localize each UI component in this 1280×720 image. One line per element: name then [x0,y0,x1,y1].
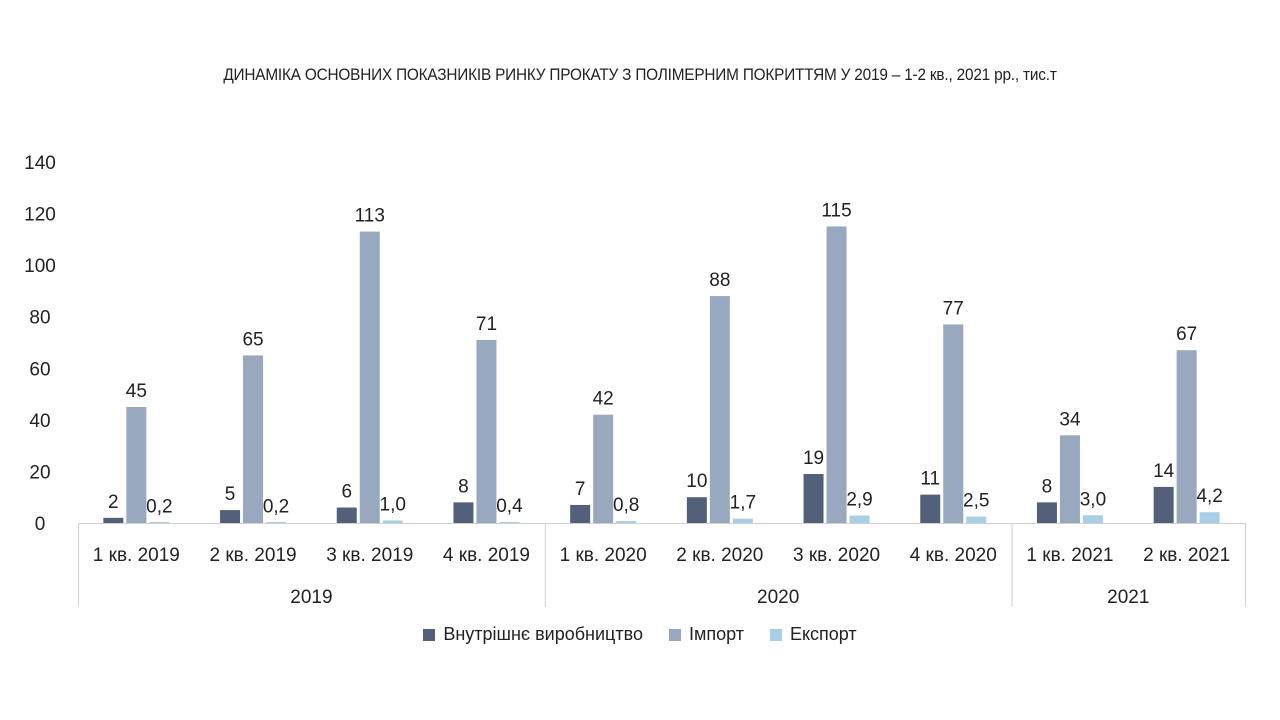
bar [1199,512,1220,523]
data-label: 42 [593,389,614,410]
data-label: 8 [458,476,469,497]
y-tick-label: 40 [29,411,50,432]
y-axis-ticks: 0 20 40 60 80 100 120 140 [24,153,56,535]
x-category-label: 1 кв. 2020 [560,545,647,566]
data-label: 0,2 [263,496,289,517]
bar [920,494,941,523]
data-label: 1,7 [730,493,756,514]
x-category-label: 1 кв. 2019 [93,545,180,566]
x-category-label: 2 кв. 2020 [676,545,763,566]
bar [1059,435,1080,523]
data-label: 3,0 [1080,489,1106,510]
x-category-label: 1 кв. 2021 [1026,545,1113,566]
bar [732,518,753,523]
data-label: 45 [126,381,147,402]
bar [220,510,241,523]
bar [966,516,987,523]
bar [686,497,707,523]
data-label: 113 [355,206,385,227]
x-group-label: 2019 [290,587,332,608]
data-label: 14 [1153,461,1175,482]
x-axis: 1 кв. 2019 2 кв. 2019 3 кв. 2019 4 кв. 2019… [78,523,1246,608]
data-label: 0,8 [613,495,639,516]
data-label: 7 [575,479,586,500]
bar [1036,502,1057,523]
data-label: 5 [225,484,236,505]
bar [1082,515,1103,523]
data-label: 77 [943,298,964,319]
chart-title: ДИНАМІКА ОСНОВНИХ ПОКАЗНИКІВ РИНКУ ПРОКА… [223,66,1057,84]
bar [570,504,591,523]
bar [243,355,264,523]
y-tick-label: 100 [24,256,56,277]
legend-item-domestic: Внутрішнє виробництво [423,624,643,645]
bar [849,515,870,523]
data-label: 11 [920,469,940,490]
y-tick-label: 120 [24,205,56,226]
bar [266,522,287,523]
data-label: 1,0 [380,494,406,515]
x-category-label: 2 кв. 2019 [210,545,297,566]
x-category-label: 3 кв. 2019 [326,545,413,566]
y-tick-label: 0 [35,514,46,535]
x-category-label: 3 кв. 2020 [793,545,880,566]
data-label: 10 [686,471,707,492]
y-tick-label: 60 [29,359,50,380]
bar [382,520,403,523]
data-label: 4,2 [1196,486,1222,507]
bar [359,231,380,523]
data-label: 0,4 [496,496,523,517]
x-group-label: 2020 [757,587,799,608]
bar [616,520,637,523]
data-labels: 2 45 0,2 5 65 0,2 6 113 1,0 8 71 0,4 7 42 0,8 10 88 1,7 19… [108,200,1223,517]
x-category-label: 4 кв. 2019 [443,545,530,566]
y-tick-label: 140 [24,153,56,174]
data-label: 19 [803,448,824,469]
y-tick-label: 20 [29,462,50,483]
data-label: 115 [821,200,851,221]
legend-item-export: Експорт [769,624,857,645]
x-category-label: 2 кв. 2021 [1143,545,1230,566]
data-label: 8 [1042,476,1053,497]
data-label: 71 [476,314,497,335]
legend-label-export: Експорт [789,624,857,644]
bar [1176,350,1197,523]
bar [499,521,520,523]
legend-swatch-export [769,628,782,641]
data-label: 67 [1176,324,1197,345]
legend-swatch-import [668,628,681,641]
bar [103,517,124,523]
x-group-label: 2021 [1107,587,1149,608]
legend-label-domestic: Внутрішнє виробництво [443,624,643,644]
bar [453,502,474,523]
bar [336,507,357,523]
bar [943,324,964,523]
legend-item-import: Імпорт [668,624,744,645]
bar [126,406,147,523]
data-label: 0,2 [146,496,172,517]
data-label: 88 [709,270,730,291]
bar [826,226,847,523]
bar [476,339,497,523]
legend-label-import: Імпорт [688,624,744,644]
data-label: 2,5 [963,491,989,512]
bar [803,474,824,523]
data-label: 65 [242,329,263,350]
bar [709,296,730,523]
bar [593,414,614,523]
legend-swatch-domestic [423,628,436,641]
bar [149,522,170,523]
data-label: 2,9 [846,490,872,511]
data-label: 34 [1059,409,1081,430]
legend: Внутрішнє виробництво Імпорт Експорт [0,624,1280,645]
y-tick-label: 80 [29,308,50,329]
bar [1153,486,1174,523]
chart-bars [103,226,1220,523]
data-label: 6 [341,482,352,503]
data-label: 2 [108,492,119,513]
x-category-label: 4 кв. 2020 [910,545,997,566]
